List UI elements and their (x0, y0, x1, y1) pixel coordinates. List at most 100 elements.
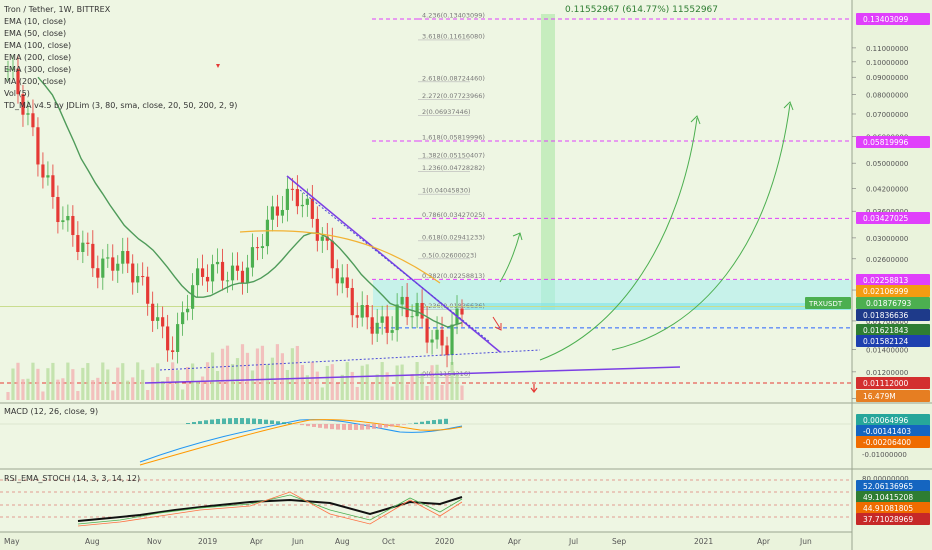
candle-body (51, 175, 55, 197)
volume-bar (450, 362, 454, 400)
time-tick-1: Aug (85, 537, 100, 546)
indicator-7[interactable]: TD_MA v4.5 by JDLim (3, 80, sma, close, … (4, 101, 238, 110)
indicator-0[interactable]: EMA (10, close) (4, 17, 67, 26)
rsi-badge-2-text: 44.91081805 (863, 504, 913, 513)
volume-bar (355, 386, 359, 400)
candle-body (71, 215, 75, 236)
price-badge-7-text: 0.01582124 (863, 337, 909, 346)
price-badge-3-text: 0.02258813 (863, 276, 909, 285)
volume-bar (395, 365, 399, 400)
time-tick-11: Sep (612, 537, 626, 546)
price-tick-4: 0.07000000 (866, 111, 908, 119)
fib-label-5: 1.618(0.05819996) (422, 133, 485, 141)
indicator-1[interactable]: EMA (50, close) (4, 29, 67, 38)
inner-support[interactable] (159, 349, 541, 371)
volume-bar (390, 386, 394, 400)
rsi-badge-0 (856, 480, 930, 492)
time-tick-3: 2019 (198, 537, 217, 546)
candle-body (275, 206, 280, 216)
candle-body (390, 330, 394, 333)
marker-down (216, 64, 220, 68)
time-tick-14: Jun (799, 537, 812, 546)
volume-bar (245, 352, 250, 400)
candle-body (205, 276, 210, 282)
indicator-6[interactable]: Vol (5) (4, 89, 30, 98)
candle-body (400, 296, 404, 305)
rsi-tick-0: 80.00000000 (862, 475, 909, 483)
price-badge-2-text: 0.03427025 (863, 214, 909, 223)
rsi-title: RSI_EMA_STOCH (14, 3, 3, 14, 12) (4, 474, 140, 483)
candle-body (310, 198, 314, 219)
symbol-title[interactable]: Tron / Tether, 1W, BITTREX (4, 5, 111, 14)
price-badge-3 (856, 274, 930, 286)
volume-bar (410, 374, 414, 400)
candle-body (225, 280, 230, 282)
candle-body (235, 265, 240, 271)
candle-body (355, 315, 359, 318)
volume-bar (36, 368, 40, 400)
macd-bar (186, 423, 190, 424)
candle-body (305, 198, 309, 205)
time-tick-5: Jun (291, 537, 304, 546)
volume-bar (66, 362, 70, 400)
macd-bar (258, 419, 262, 424)
rsi-pane[interactable] (0, 470, 852, 532)
volume-bar (91, 380, 95, 400)
candle-body (385, 316, 389, 333)
price-tick-12: 0.01700000 (866, 318, 908, 326)
descending-trendline[interactable] (286, 175, 501, 353)
candle-body (430, 339, 434, 343)
volume-bar (220, 348, 225, 400)
candle-body (46, 175, 50, 178)
fib-label-7: 1.236(0.04728282) (422, 164, 485, 172)
volume-bar (136, 362, 140, 400)
macd-badge-1 (856, 425, 930, 437)
candle-body (6, 69, 10, 71)
volume-bar (260, 345, 265, 400)
indicator-5[interactable]: MA (200, close) (4, 77, 67, 86)
volume-bar (250, 370, 255, 400)
price-axis: 0.11000000 0.10000000 0.09000000 0.08000000… (805, 13, 930, 404)
arrow-up-curve-1 (539, 117, 698, 361)
support-trendline[interactable] (144, 366, 681, 384)
volume-bar (61, 378, 65, 400)
volume-bar (300, 364, 304, 400)
inner-trendline[interactable] (299, 189, 491, 343)
macd-bar (234, 418, 238, 424)
candle-body (161, 317, 165, 327)
candle-body (270, 206, 275, 220)
macd-bar (342, 424, 346, 430)
macd-pane[interactable] (0, 404, 852, 468)
volume-bar (181, 389, 185, 400)
candle-body (210, 264, 215, 282)
candle-body (395, 304, 399, 331)
candles (6, 55, 464, 368)
price-tick-14: 0.01200000 (866, 369, 908, 377)
volume-bar (106, 369, 110, 400)
volume-bar (146, 389, 150, 400)
indicator-2[interactable]: EMA (100, close) (4, 41, 72, 50)
candle-body (66, 215, 70, 221)
volume-bar (161, 381, 165, 400)
series-lines (37, 76, 463, 328)
candle-body (96, 268, 100, 278)
arrow-up-curve-2 (611, 103, 791, 351)
candle-body (445, 345, 449, 356)
price-badge-8 (856, 377, 930, 389)
indicator-4[interactable]: EMA (300, close) (4, 65, 72, 74)
candle-body (300, 204, 304, 207)
candle-body (91, 243, 95, 269)
volume-bar (131, 377, 135, 400)
candle-body (250, 247, 255, 268)
price-tick-9: 0.03000000 (866, 235, 908, 243)
indicator-3[interactable]: EMA (200, close) (4, 53, 72, 62)
time-scale[interactable] (0, 532, 852, 550)
candle-body (171, 350, 175, 352)
candle-body (425, 318, 429, 343)
candle-body (415, 302, 419, 317)
macd-title: MACD (12, 26, close, 9) (4, 407, 98, 416)
fib-label-4: 2(0.06937446) (422, 108, 471, 116)
volume-bar (255, 348, 260, 400)
candle-body (260, 246, 265, 249)
